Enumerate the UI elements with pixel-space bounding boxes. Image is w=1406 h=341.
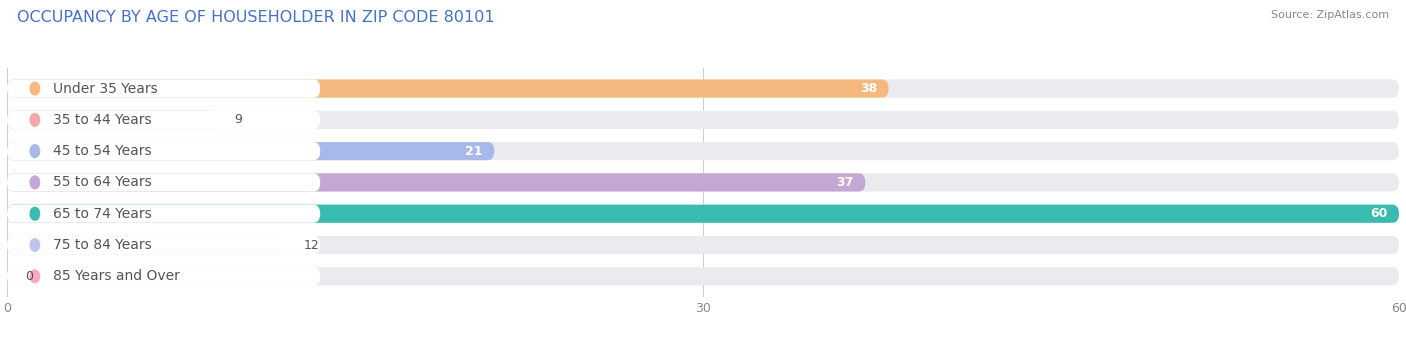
Text: 9: 9: [235, 113, 242, 126]
FancyBboxPatch shape: [7, 205, 1399, 223]
Text: 21: 21: [465, 145, 482, 158]
FancyBboxPatch shape: [7, 267, 1399, 285]
Circle shape: [30, 176, 39, 189]
Circle shape: [30, 207, 39, 220]
FancyBboxPatch shape: [7, 142, 321, 160]
Text: 60: 60: [1369, 207, 1388, 220]
Text: 12: 12: [304, 239, 319, 252]
Text: 65 to 74 Years: 65 to 74 Years: [53, 207, 152, 221]
Text: 55 to 64 Years: 55 to 64 Years: [53, 175, 152, 190]
FancyBboxPatch shape: [7, 173, 1399, 192]
FancyBboxPatch shape: [7, 236, 1399, 254]
Text: 0: 0: [25, 270, 34, 283]
Circle shape: [30, 82, 39, 95]
FancyBboxPatch shape: [7, 79, 321, 98]
Text: OCCUPANCY BY AGE OF HOUSEHOLDER IN ZIP CODE 80101: OCCUPANCY BY AGE OF HOUSEHOLDER IN ZIP C…: [17, 10, 495, 25]
Text: 45 to 54 Years: 45 to 54 Years: [53, 144, 152, 158]
FancyBboxPatch shape: [7, 205, 1399, 223]
FancyBboxPatch shape: [7, 173, 866, 192]
FancyBboxPatch shape: [7, 111, 321, 129]
FancyBboxPatch shape: [7, 236, 321, 254]
Text: 75 to 84 Years: 75 to 84 Years: [53, 238, 152, 252]
Text: 38: 38: [859, 82, 877, 95]
FancyBboxPatch shape: [7, 236, 285, 254]
Circle shape: [30, 114, 39, 126]
FancyBboxPatch shape: [7, 205, 321, 223]
FancyBboxPatch shape: [7, 111, 1399, 129]
Circle shape: [30, 239, 39, 251]
Text: 35 to 44 Years: 35 to 44 Years: [53, 113, 152, 127]
Text: 85 Years and Over: 85 Years and Over: [53, 269, 180, 283]
FancyBboxPatch shape: [7, 79, 889, 98]
FancyBboxPatch shape: [7, 79, 1399, 98]
FancyBboxPatch shape: [7, 111, 217, 129]
FancyBboxPatch shape: [7, 267, 321, 285]
FancyBboxPatch shape: [7, 173, 321, 192]
Circle shape: [30, 145, 39, 158]
Circle shape: [30, 270, 39, 283]
FancyBboxPatch shape: [7, 142, 495, 160]
Text: Source: ZipAtlas.com: Source: ZipAtlas.com: [1271, 10, 1389, 20]
FancyBboxPatch shape: [7, 142, 1399, 160]
Text: 37: 37: [837, 176, 853, 189]
Text: Under 35 Years: Under 35 Years: [53, 81, 159, 95]
